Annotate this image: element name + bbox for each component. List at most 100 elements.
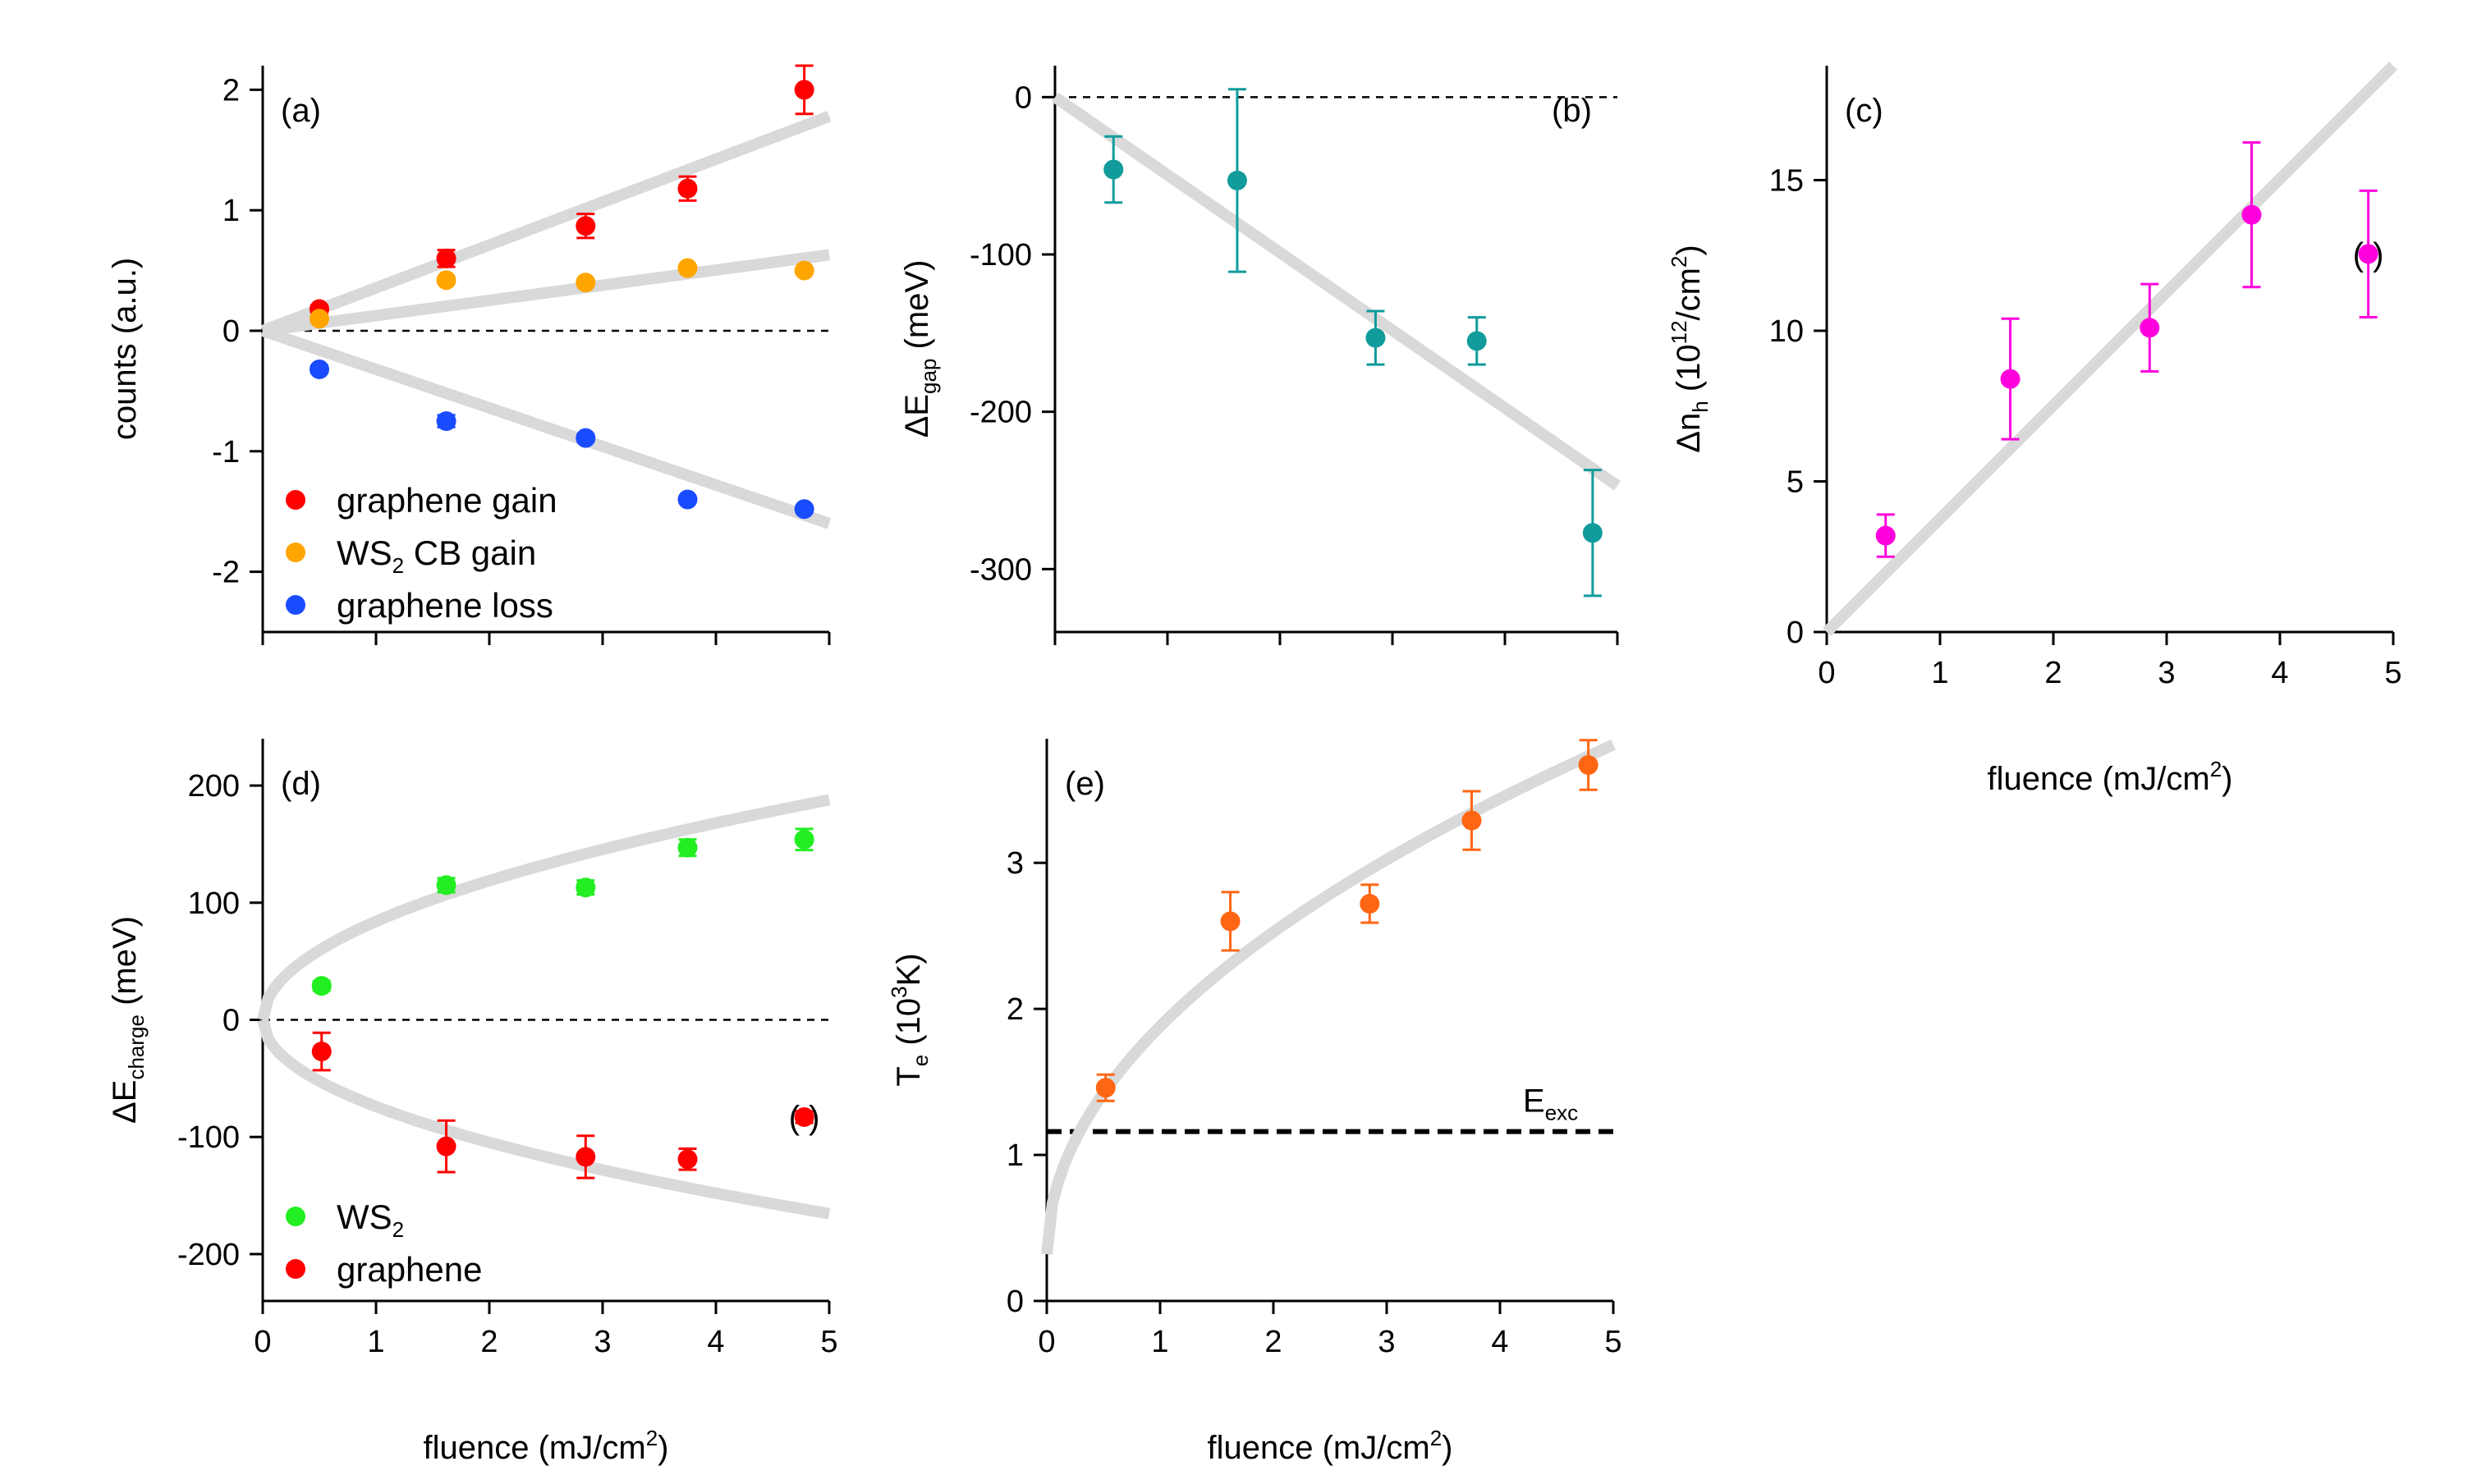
data-point bbox=[677, 258, 698, 278]
data-point bbox=[1095, 1078, 1116, 1098]
y-tick-label: 100 bbox=[188, 886, 240, 921]
legend-marker bbox=[286, 595, 305, 615]
y-tick-label: 3 bbox=[1007, 846, 1024, 881]
data-point bbox=[576, 877, 596, 898]
legend-marker bbox=[286, 490, 305, 510]
y-title-sup: 3 bbox=[887, 986, 911, 997]
panel-b: 0 -100 -200 -300 (b) ΔEgap (meV) bbox=[899, 66, 1621, 645]
y-tick-label: 0 bbox=[1787, 616, 1804, 650]
y-title-rest: (10 bbox=[891, 998, 927, 1055]
x-tick-label: 1 bbox=[1931, 656, 1948, 690]
x-title-main: fluence (mJ/cm bbox=[424, 1430, 646, 1466]
y-title-sup: 12 bbox=[1667, 320, 1691, 344]
x-title-sup: 2 bbox=[646, 1426, 658, 1450]
data-point bbox=[677, 489, 698, 510]
data-point bbox=[436, 270, 456, 291]
fit-line bbox=[262, 249, 830, 337]
y-title-sub: gap bbox=[916, 359, 941, 394]
x-tick-label: 4 bbox=[2271, 656, 2288, 690]
data-point bbox=[794, 829, 814, 850]
x-tick-label: 4 bbox=[707, 1325, 724, 1359]
fit-line bbox=[257, 1018, 831, 1220]
legend-label-sub: 2 bbox=[392, 553, 404, 578]
fit-line bbox=[257, 794, 831, 1022]
reference-label-main: E bbox=[1523, 1083, 1545, 1120]
y-title-sub: e bbox=[908, 1055, 933, 1066]
y-title-rest2: K) bbox=[891, 953, 927, 986]
data-point bbox=[794, 80, 814, 100]
y-tick-label: 1 bbox=[222, 194, 240, 228]
data-point bbox=[794, 1106, 814, 1127]
y-title-rest2: /cm bbox=[1671, 268, 1707, 320]
y-title-main: Δn bbox=[1671, 413, 1707, 453]
y-title-main: T bbox=[891, 1066, 927, 1086]
data-point bbox=[1578, 755, 1598, 776]
y-tick-label: 15 bbox=[1769, 163, 1804, 198]
legend-label: graphene gain bbox=[337, 481, 557, 520]
y-tick-label: -100 bbox=[177, 1120, 240, 1155]
x-tick-label: 4 bbox=[1491, 1325, 1508, 1359]
data-point bbox=[576, 273, 596, 293]
data-point bbox=[2241, 204, 2262, 225]
data-point bbox=[677, 178, 698, 199]
legend-label-main: graphene gain bbox=[337, 481, 557, 520]
legend-d: WS2 graphene bbox=[286, 1198, 483, 1289]
y-tick-label: -200 bbox=[177, 1238, 240, 1272]
x-tick-label: 3 bbox=[2158, 656, 2175, 690]
reference-line-label: Eexc bbox=[1523, 1083, 1578, 1125]
x-tick-label: 2 bbox=[1264, 1325, 1282, 1359]
data-point bbox=[1360, 894, 1380, 914]
y-title-sub: charge bbox=[124, 1015, 149, 1080]
y-axis-title-e: Te (103K) bbox=[887, 953, 933, 1086]
y-title-sub: h bbox=[1688, 401, 1713, 412]
y-tick-label: -100 bbox=[970, 238, 1032, 273]
panel-label-a: (a) bbox=[281, 93, 321, 129]
data-point bbox=[1582, 523, 1603, 543]
legend-label: graphene loss bbox=[337, 586, 553, 625]
y-tick-label: 200 bbox=[188, 769, 240, 804]
x-tick-label: 1 bbox=[367, 1325, 384, 1359]
x-title-rest: ) bbox=[2222, 761, 2232, 797]
y-tick-label: 0 bbox=[1015, 80, 1032, 115]
data-point bbox=[677, 837, 698, 858]
fit-line bbox=[1823, 62, 2397, 636]
x-title-rest: ) bbox=[658, 1430, 668, 1466]
fit-line bbox=[260, 325, 832, 529]
x-tick-label: 2 bbox=[2044, 656, 2062, 690]
x-tick-label: 0 bbox=[1038, 1325, 1055, 1359]
y-tick-label: 1 bbox=[1007, 1138, 1024, 1173]
x-title-main: fluence (mJ/cm bbox=[1988, 761, 2210, 797]
x-axis-title-e: fluence (mJ/cm2) bbox=[1208, 1426, 1453, 1466]
y-tick-label: 2 bbox=[1007, 992, 1024, 1027]
y-title-main: ΔE bbox=[899, 394, 935, 437]
y-title-rest3: ) bbox=[1671, 245, 1707, 255]
x-title-rest: ) bbox=[1442, 1430, 1452, 1466]
y-tick-label: -200 bbox=[970, 396, 1032, 430]
data-point bbox=[436, 411, 456, 432]
panel-d: 200 100 0 -100 -200 0 1 2 3 4 5 ( ) (d) ΔEcharge (meV… bbox=[107, 739, 838, 1466]
data-point bbox=[1466, 331, 1487, 351]
data-point bbox=[310, 309, 329, 329]
x-tick-label: 5 bbox=[2384, 656, 2401, 690]
data-point bbox=[794, 260, 814, 281]
y-axis-title-b: ΔEgap (meV) bbox=[899, 260, 941, 438]
x-tick-label: 0 bbox=[1818, 656, 1835, 690]
panel-label-c: (c) bbox=[1845, 93, 1883, 129]
x-axis-title-c: fluence (mJ/cm2) bbox=[1988, 757, 2233, 797]
y-title-rest: (meV) bbox=[107, 916, 143, 1015]
panel-label-d: (d) bbox=[281, 766, 321, 802]
data-point bbox=[311, 976, 332, 996]
legend-a: graphene gain WS2 CB gain graphene loss bbox=[286, 481, 557, 625]
reference-label-sub: exc bbox=[1545, 1101, 1578, 1125]
legend-label: WS2 CB gain bbox=[337, 534, 536, 578]
x-tick-label: 5 bbox=[820, 1325, 837, 1359]
panel-label-e: (e) bbox=[1065, 766, 1105, 802]
data-point bbox=[1875, 525, 1896, 546]
y-tick-label: 0 bbox=[1007, 1285, 1024, 1319]
y-tick-label: -300 bbox=[970, 552, 1032, 587]
y-title-main: ΔE bbox=[107, 1080, 143, 1124]
y-tick-label: 10 bbox=[1769, 314, 1804, 349]
